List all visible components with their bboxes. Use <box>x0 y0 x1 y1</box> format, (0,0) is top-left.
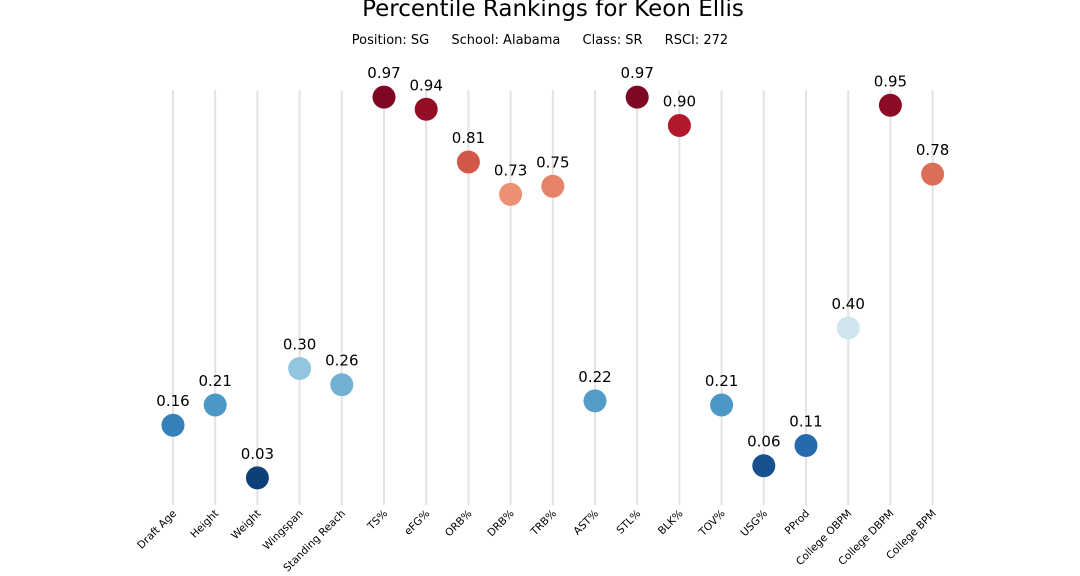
x-tick-label: STL% <box>614 508 643 537</box>
data-label: 0.97 <box>367 64 400 82</box>
x-tick-label: USG% <box>738 508 769 539</box>
data-label: 0.94 <box>409 76 442 94</box>
chart-subtitle: Position: SG School: Alabama Class: SR R… <box>0 33 1080 48</box>
x-tick-label: eFG% <box>402 508 432 538</box>
data-point <box>541 174 565 198</box>
data-point <box>414 97 438 121</box>
data-point <box>583 389 607 413</box>
data-label: 0.75 <box>536 153 569 171</box>
data-labels: 0.16 0.21 0.03 0.30 0.26 0.97 0.94 0.81 0.73 0.75… <box>156 64 949 463</box>
data-label: 0.11 <box>789 412 822 430</box>
data-label: 0.22 <box>578 368 611 386</box>
data-label: 0.78 <box>916 141 949 159</box>
data-point <box>288 357 312 380</box>
data-label: 0.03 <box>241 445 274 463</box>
data-points <box>161 85 945 490</box>
x-tick-label: DRB% <box>485 508 517 540</box>
data-label: 0.40 <box>831 295 864 313</box>
data-label: 0.95 <box>874 72 907 90</box>
x-tick-label: Draft Age <box>135 508 179 552</box>
x-tick-label: ORB% <box>443 508 475 540</box>
data-point <box>667 114 691 137</box>
data-point <box>203 393 227 417</box>
subtitle-school: School: Alabama <box>451 33 561 48</box>
data-label: 0.16 <box>156 392 189 410</box>
data-label: 0.26 <box>325 352 358 370</box>
data-label: 0.06 <box>747 433 780 451</box>
data-label: 0.73 <box>494 161 527 179</box>
x-tick-label: AST% <box>571 508 601 538</box>
x-tick-label: Weight <box>229 508 263 542</box>
data-label: 0.81 <box>452 129 485 147</box>
x-tick-label: Height <box>188 508 221 541</box>
x-tick-label: TOV% <box>696 508 728 540</box>
data-point <box>161 413 185 437</box>
data-label: 0.21 <box>198 372 231 390</box>
data-point <box>245 466 269 490</box>
x-tick-label: TRB% <box>528 508 559 539</box>
data-point <box>710 393 734 417</box>
x-tick-label: BLK% <box>656 508 686 538</box>
x-tick-label: TS% <box>365 508 391 534</box>
x-tick-label: PProd <box>783 508 812 537</box>
data-point <box>836 316 860 340</box>
data-point <box>330 373 354 397</box>
data-point <box>878 93 902 117</box>
data-label: 0.97 <box>620 64 653 82</box>
x-tick-label: Wingspan <box>261 508 306 553</box>
data-point <box>499 182 523 206</box>
data-point <box>921 162 945 186</box>
subtitle-rsci: RSCI: 272 <box>664 33 729 48</box>
subtitle-position: Position: SG <box>351 33 430 48</box>
data-point <box>794 433 818 457</box>
data-point <box>625 85 649 109</box>
data-point <box>752 454 776 478</box>
data-label: 0.30 <box>283 336 316 354</box>
gridlines <box>172 90 934 505</box>
data-label: 0.90 <box>663 93 696 111</box>
chart-title: Percentile Rankings for Keon Ellis <box>362 0 744 22</box>
subtitle-class: Class: SR <box>582 33 643 48</box>
data-label: 0.21 <box>705 372 738 390</box>
data-point <box>456 150 480 174</box>
data-point <box>372 85 396 109</box>
